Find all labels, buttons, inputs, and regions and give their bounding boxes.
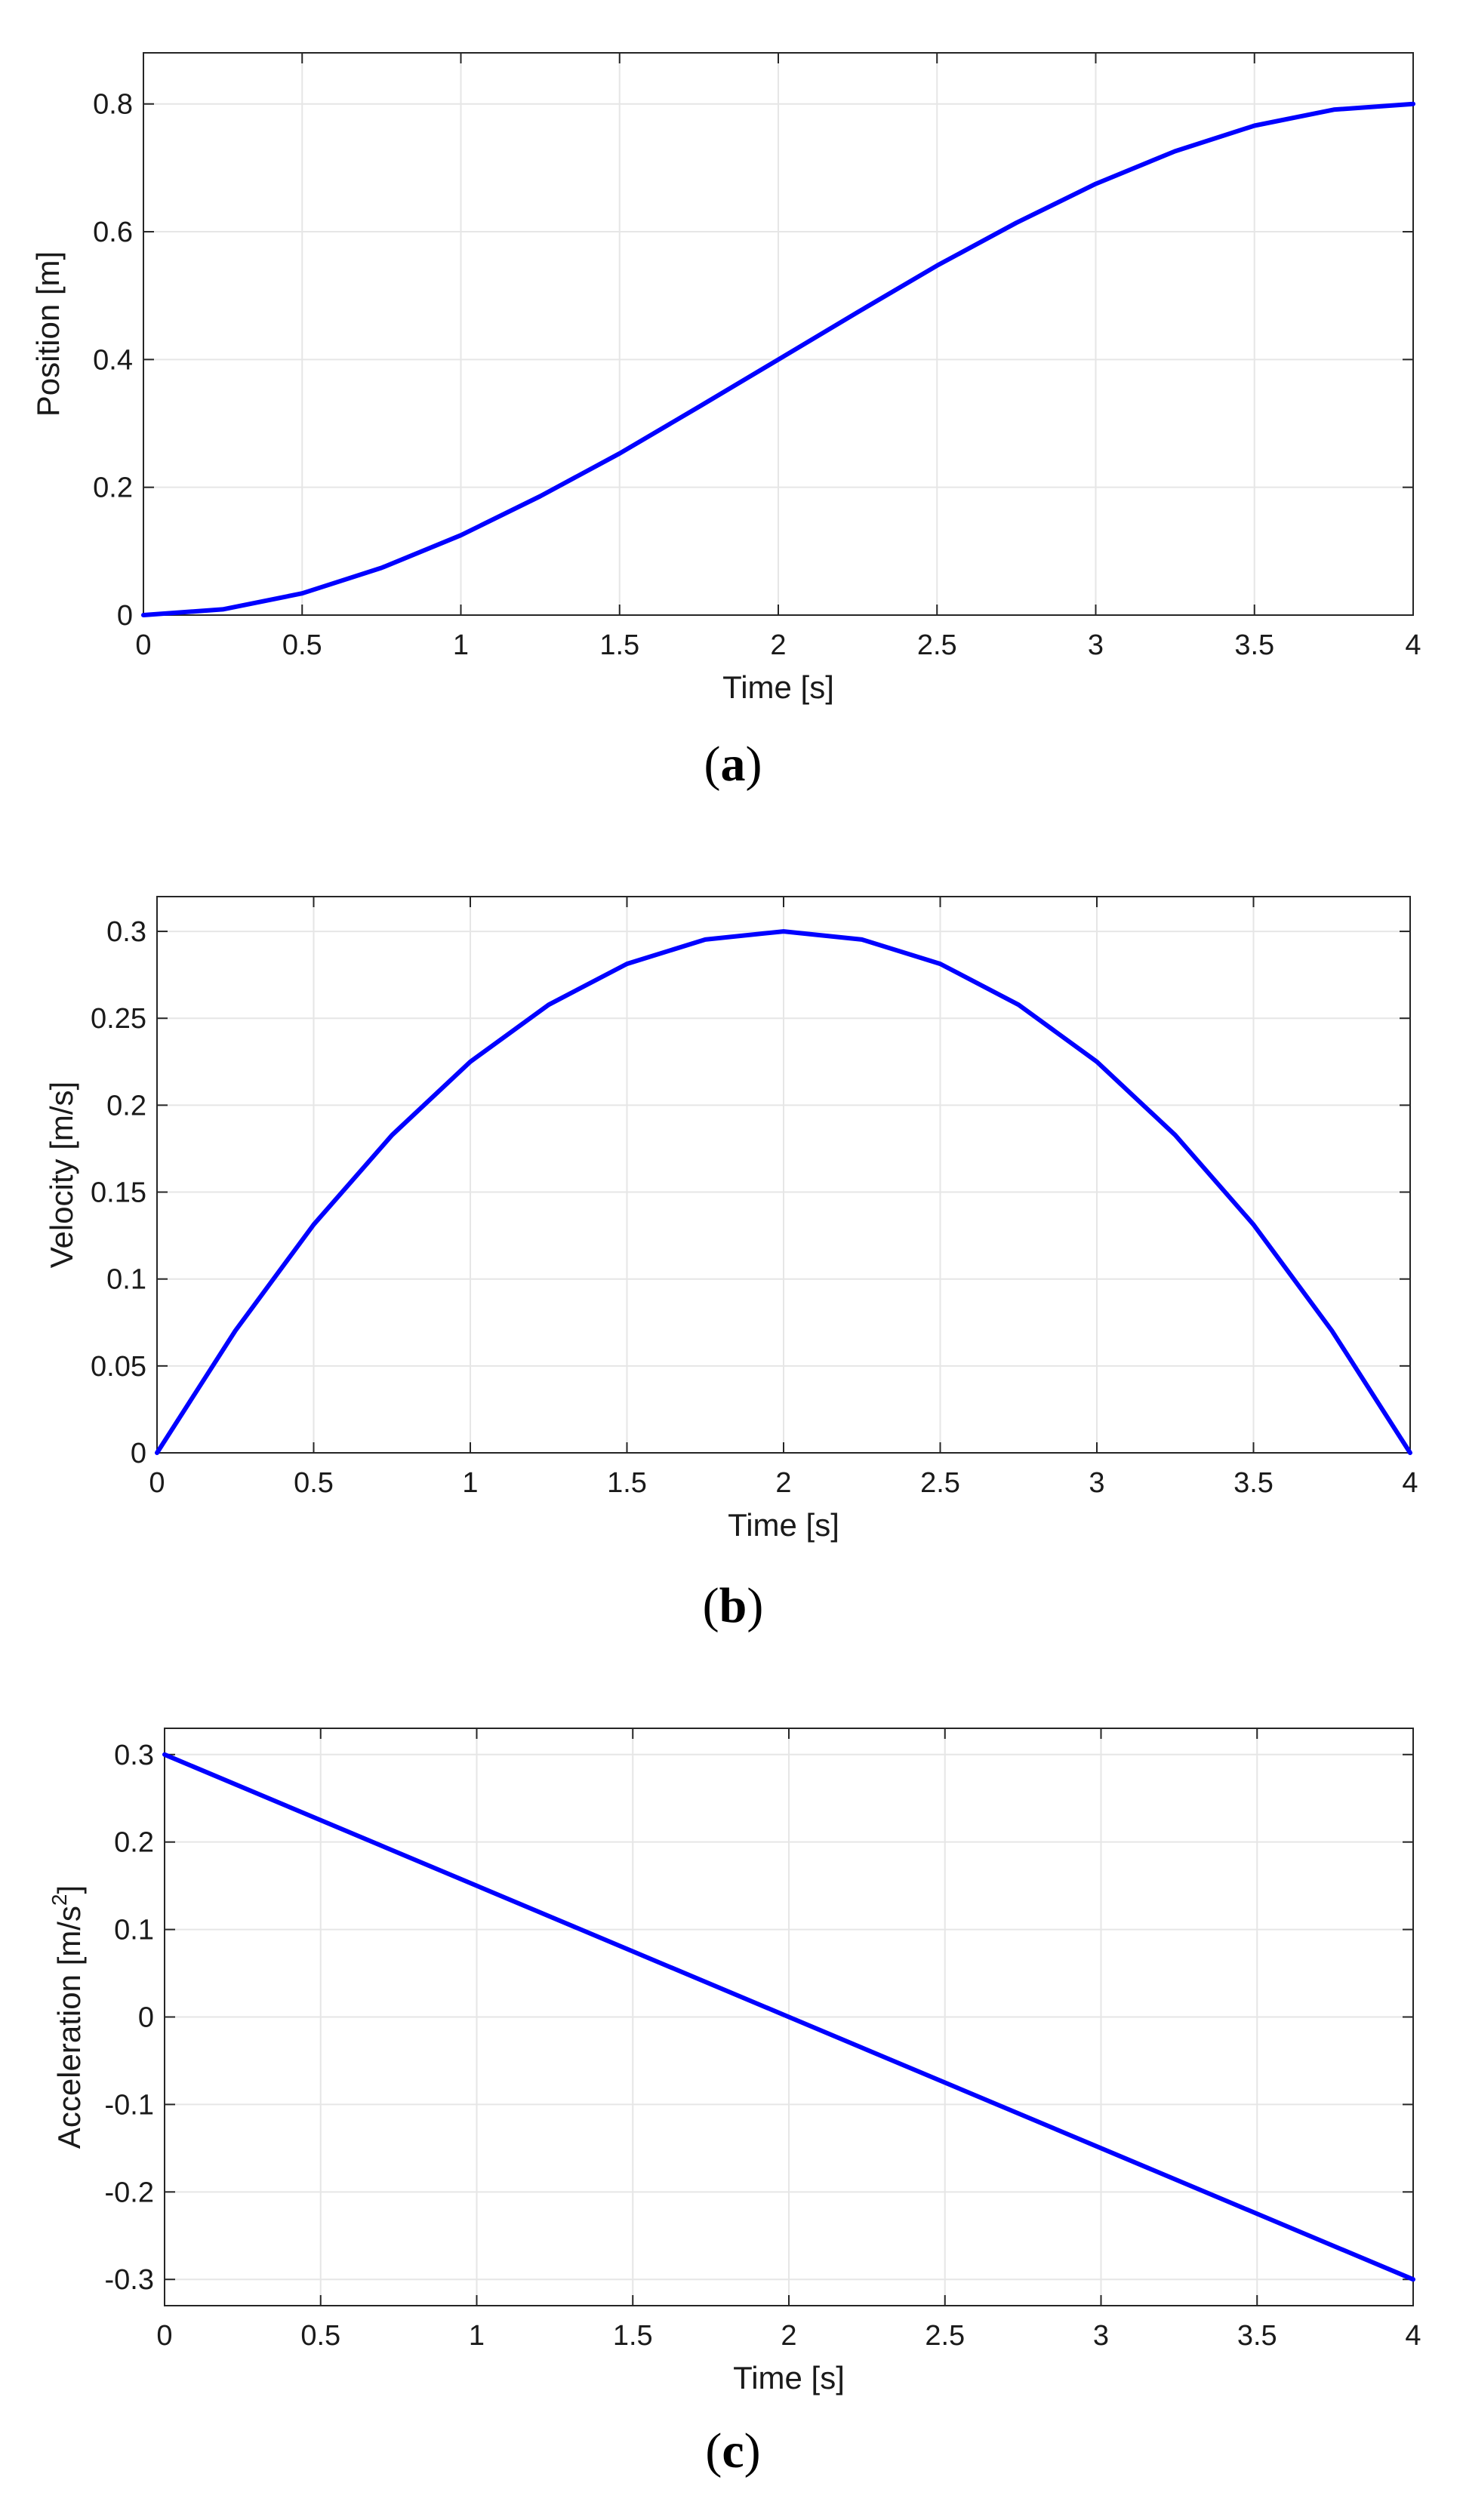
chart-2-y-tick-label: -0.2 (105, 2177, 154, 2208)
chart-0-x-tick-label: 2 (770, 629, 786, 661)
chart-2-x-tick-label: 1 (469, 2320, 485, 2352)
chart-2-x-tick-label: 2 (781, 2320, 796, 2352)
chart-1-y-tick-label: 0.1 (106, 1264, 146, 1296)
chart-2-y-axis-label-sup: 2 (48, 1894, 71, 1906)
chart-2-x-tick-label: 0.5 (300, 2320, 340, 2352)
chart-2-x-tick-label: 4 (1405, 2320, 1421, 2352)
chart-2-y-tick-label: 0.2 (114, 1827, 154, 1859)
chart-0-x-tick-label: 3.5 (1234, 629, 1274, 661)
chart-0-y-tick-label: 0.8 (93, 89, 133, 121)
chart-0-y-tick-label: 0.4 (93, 344, 133, 376)
chart-1-y-axis-label: Velocity [m/s] (44, 1082, 79, 1268)
chart-0-x-tick-label: 0 (135, 629, 151, 661)
chart-2-y-tick-label: -0.1 (105, 2089, 154, 2121)
caption-c: (c) (705, 2423, 761, 2478)
acceleration-chart: 0 0.5 1 1.5 2 2.5 3 3.5 4 -0.3 -0.2 -0.1 0 0.1 0.2 0.3 T… (48, 1728, 1421, 2395)
chart-2-y-tick-label: 0.3 (114, 1740, 154, 1771)
chart-1-x-tick-label: 2 (775, 1467, 791, 1499)
chart-1-x-tick-label: 3 (1089, 1467, 1104, 1499)
chart-1-x-tick-label: 1 (462, 1467, 478, 1499)
chart-1-x-tick-label: 3.5 (1233, 1467, 1274, 1499)
position-chart-panel: 0 0.5 1 1.5 2 2.5 3 3.5 4 0 0.2 0.4 0.6 0.8 Time [s] Po… (0, 0, 1466, 785)
chart-1-y-tick-label: 0.15 (91, 1177, 146, 1209)
chart-2-x-tick-label: 0 (156, 2320, 172, 2352)
chart-2-x-tick-label: 3 (1093, 2320, 1109, 2352)
chart-0-series-line (141, 101, 1415, 617)
chart-2-y-tick-label: 0 (138, 2002, 154, 2034)
chart-2-y-tick-label: 0.1 (114, 1915, 154, 1946)
caption-a: (a) (704, 737, 762, 792)
chart-1-x-tick-label: 0 (149, 1467, 165, 1499)
chart-0-y-tick-label: 0.2 (93, 472, 133, 504)
chart-1-y-tick-label: 0.25 (91, 1003, 146, 1035)
chart-0-x-tick-label: 1.5 (599, 629, 639, 661)
chart-0-x-tick-label: 2.5 (917, 629, 957, 661)
chart-1-x-axis-label: Time [s] (728, 1507, 839, 1543)
chart-2-x-tick-label: 2.5 (925, 2320, 965, 2352)
velocity-chart: 0 0.5 1 1.5 2 2.5 3 3.5 4 0 0.05 0.1 0.15 0.2 0.25 0.3 T… (44, 896, 1418, 1543)
chart-0-y-tick-label: 0 (117, 600, 133, 632)
chart-2-series-line (162, 1752, 1415, 2282)
chart-0-y-tick-label: 0.6 (93, 217, 133, 248)
caption-b: (b) (702, 1578, 764, 1633)
chart-2-y-axis-label: Acceleration [m/s2] (48, 1885, 87, 2149)
chart-1-y-tick-label: 0.05 (91, 1351, 146, 1383)
velocity-chart-panel: 0 0.5 1 1.5 2 2.5 3 3.5 4 0 0.05 0.1 0.15 0.2 0.25 0.3 T… (0, 838, 1466, 1623)
chart-1-x-tick-label: 2.5 (920, 1467, 960, 1499)
chart-2-x-axis-label: Time [s] (733, 2360, 845, 2395)
chart-0-x-tick-label: 4 (1405, 629, 1421, 661)
chart-0-x-tick-label: 0.5 (282, 629, 322, 661)
chart-1-x-tick-label: 0.5 (294, 1467, 334, 1499)
chart-0-x-tick-label: 3 (1088, 629, 1104, 661)
chart-0-x-axis-label: Time [s] (722, 669, 834, 705)
chart-0-y-axis-label: Position [m] (30, 251, 66, 417)
chart-2-x-tick-label: 1.5 (613, 2320, 653, 2352)
chart-1-x-tick-label: 4 (1402, 1467, 1418, 1499)
chart-2-y-tick-label: -0.3 (105, 2264, 154, 2296)
acceleration-chart-panel: 0 0.5 1 1.5 2 2.5 3 3.5 4 -0.3 -0.2 -0.1 0 0.1 0.2 0.3 T… (0, 1675, 1466, 2460)
chart-1-series-line (155, 929, 1412, 1455)
chart-2-x-tick-label: 3.5 (1237, 2320, 1277, 2352)
chart-1-y-tick-label: 0.3 (106, 916, 146, 948)
chart-1-x-tick-label: 1.5 (607, 1467, 647, 1499)
chart-1-y-tick-label: 0 (131, 1438, 146, 1469)
chart-0-x-tick-label: 1 (453, 629, 469, 661)
chart-1-y-tick-label: 0.2 (106, 1090, 146, 1122)
position-chart: 0 0.5 1 1.5 2 2.5 3 3.5 4 0 0.2 0.4 0.6 0.8 Time [s] Po… (30, 52, 1421, 705)
